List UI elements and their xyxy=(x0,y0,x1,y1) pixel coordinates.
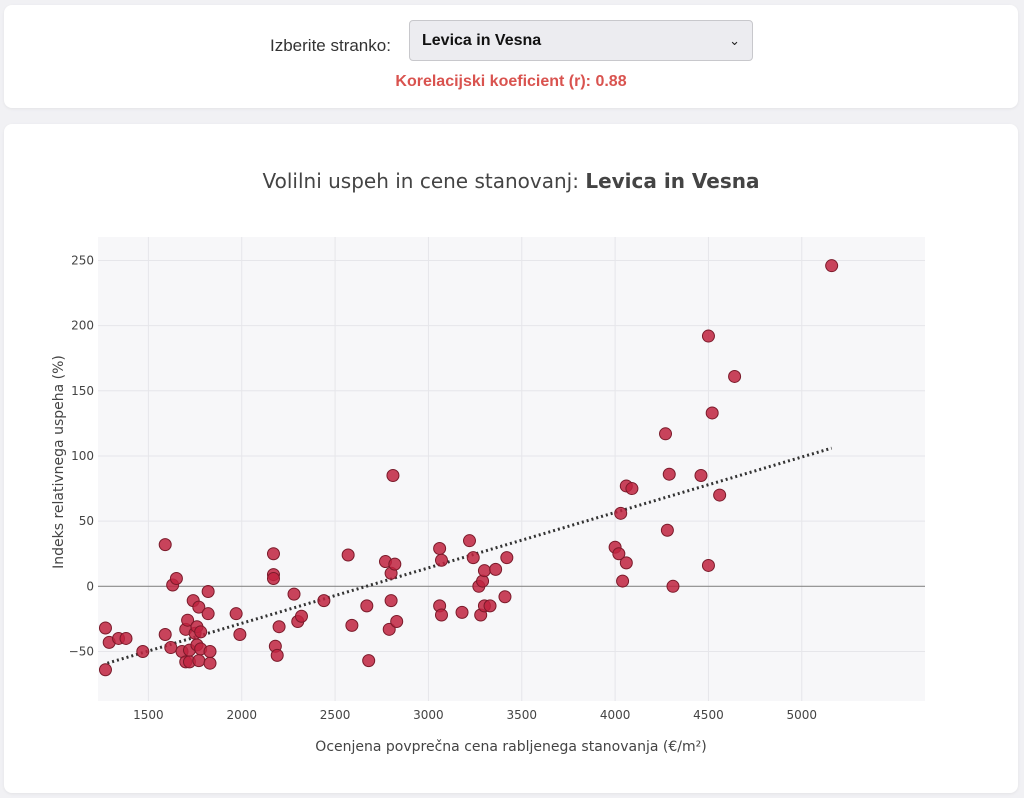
x-tick-label: 4500 xyxy=(693,708,724,722)
data-point xyxy=(136,644,150,658)
data-point xyxy=(625,482,639,496)
data-point xyxy=(360,599,374,613)
data-point xyxy=(362,654,376,668)
data-point xyxy=(270,648,284,662)
data-point xyxy=(666,579,680,593)
data-point xyxy=(169,571,183,585)
data-point xyxy=(201,607,215,621)
data-point xyxy=(483,599,497,613)
data-point xyxy=(659,427,673,441)
data-point xyxy=(272,620,286,634)
x-tick-label: 2000 xyxy=(226,708,257,722)
y-axis-label: Indeks relativnega uspeha (%) xyxy=(51,355,67,569)
y-tick-label: −50 xyxy=(69,644,94,658)
data-point xyxy=(619,556,633,570)
y-tick-label: 0 xyxy=(86,579,94,593)
data-point xyxy=(476,574,490,588)
data-point xyxy=(287,587,301,601)
y-tick-label: 200 xyxy=(71,319,94,333)
correlation-coefficient: Korelacijski koeficient (r): 0.88 xyxy=(395,73,627,90)
data-point xyxy=(728,369,742,383)
x-tick-label: 5000 xyxy=(787,708,818,722)
data-point xyxy=(384,594,398,608)
x-tick-label: 3000 xyxy=(413,708,444,722)
data-point xyxy=(119,631,133,645)
data-point xyxy=(158,628,172,642)
data-point xyxy=(294,609,308,623)
data-point xyxy=(386,469,400,483)
data-point xyxy=(203,644,217,658)
data-point xyxy=(825,259,839,273)
data-point xyxy=(489,562,503,576)
data-point xyxy=(194,625,208,639)
data-point xyxy=(500,551,514,565)
data-point xyxy=(341,548,355,562)
data-point xyxy=(390,614,404,628)
data-point xyxy=(266,547,280,561)
data-point xyxy=(98,663,112,677)
data-point xyxy=(345,618,359,632)
data-point xyxy=(612,547,626,561)
data-point xyxy=(660,523,674,537)
data-point xyxy=(98,621,112,635)
data-point xyxy=(701,558,715,572)
data-point xyxy=(616,574,630,588)
data-point xyxy=(233,628,247,642)
data-point xyxy=(455,605,469,619)
scatter-chart: Volilni uspeh in cene stanovanj: Levica … xyxy=(51,169,925,755)
party-select-label: Izberite stranko: xyxy=(270,36,391,55)
data-point xyxy=(266,571,280,585)
party-select-value: Levica in Vesna xyxy=(422,31,542,49)
data-point xyxy=(158,538,172,552)
chart-card: Volilni uspeh in cene stanovanj: Levica … xyxy=(4,124,1018,793)
data-point xyxy=(433,542,447,556)
data-point xyxy=(662,467,676,481)
x-tick-label: 1500 xyxy=(133,708,164,722)
x-tick-label: 3500 xyxy=(506,708,537,722)
data-point xyxy=(498,590,512,604)
data-point xyxy=(713,488,727,502)
data-point xyxy=(229,607,243,621)
data-point xyxy=(477,564,491,578)
data-point xyxy=(192,600,206,614)
data-point xyxy=(181,613,195,627)
plot-area: 1500 2000 2500 3000 3500 4000 4500 5000 −50 0 50 10… xyxy=(69,237,925,722)
data-point xyxy=(382,622,396,636)
data-point xyxy=(694,469,708,483)
trend-line xyxy=(106,446,833,665)
data-point xyxy=(192,654,206,668)
data-point xyxy=(462,534,476,548)
data-point xyxy=(466,551,480,565)
x-tick-label: 2500 xyxy=(320,708,351,722)
data-point xyxy=(388,557,402,571)
data-point xyxy=(705,406,719,420)
party-selector-card: Izberite stranko: Levica in Vesna ⌄ Kore… xyxy=(4,5,1018,108)
chart-title-prefix: Volilni uspeh in cene stanovanj: xyxy=(262,169,585,193)
chart-title: Volilni uspeh in cene stanovanj: Levica … xyxy=(262,169,759,193)
data-point xyxy=(701,329,715,343)
party-select-dropdown[interactable]: Levica in Vesna ⌄ xyxy=(409,20,753,61)
data-point xyxy=(614,506,628,520)
data-point xyxy=(203,656,217,670)
data-point xyxy=(201,585,215,599)
data-point xyxy=(434,553,448,567)
y-tick-label: 250 xyxy=(71,253,94,267)
y-tick-label: 150 xyxy=(71,384,94,398)
data-point xyxy=(164,641,178,655)
data-point xyxy=(434,608,448,622)
chart-title-party: Levica in Vesna xyxy=(585,169,759,193)
y-tick-label: 100 xyxy=(71,449,94,463)
x-tick-label: 4000 xyxy=(600,708,631,722)
data-point xyxy=(317,594,331,608)
chevron-down-icon: ⌄ xyxy=(729,32,740,48)
plot-background xyxy=(98,237,925,701)
x-axis-label: Ocenjena povprečna cena rabljenega stano… xyxy=(315,739,706,755)
y-tick-label: 50 xyxy=(79,514,94,528)
